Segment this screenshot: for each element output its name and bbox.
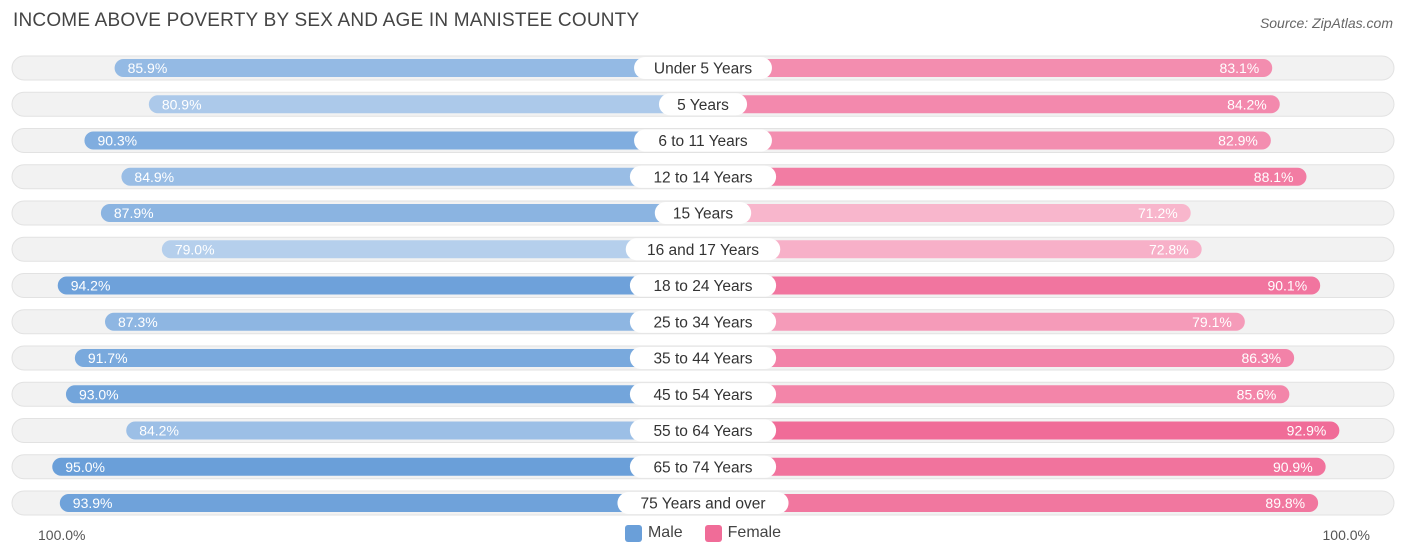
value-label-female: 88.1% — [1254, 169, 1294, 185]
value-label-female: 83.1% — [1220, 60, 1260, 76]
category-label: 55 to 64 Years — [653, 423, 752, 440]
category-pill — [629, 455, 777, 478]
value-label-female: 90.9% — [1273, 459, 1313, 475]
chart-title: INCOME ABOVE POVERTY BY SEX AND AGE IN M… — [13, 10, 640, 31]
value-label-female: 79.1% — [1192, 314, 1232, 330]
legend-swatch-female — [704, 524, 722, 542]
category-pill — [654, 202, 752, 224]
value-label-female: 71.2% — [1138, 205, 1178, 221]
category-pill — [634, 129, 772, 152]
value-label-female: 89.8% — [1265, 495, 1305, 511]
category-label: 18 to 24 Years — [653, 278, 752, 295]
value-label-female: 92.9% — [1287, 423, 1327, 439]
value-label-female: 84.2% — [1227, 96, 1267, 112]
value-label-male: 90.3% — [97, 133, 137, 149]
bar-male — [59, 494, 704, 512]
bar-male — [126, 421, 704, 440]
bar-male — [114, 59, 703, 77]
axis-left-label: 100.0% — [38, 527, 86, 543]
bar-female — [703, 276, 1321, 295]
bar-female — [703, 95, 1280, 114]
category-label: 25 to 34 Years — [653, 314, 752, 331]
bar-male — [148, 95, 703, 114]
bar-female — [703, 312, 1245, 331]
category-label: 5 Years — [677, 97, 729, 114]
legend-swatch-male — [624, 524, 642, 542]
value-label-male: 80.9% — [162, 96, 202, 112]
value-label-female: 85.6% — [1237, 386, 1277, 402]
value-label-male: 87.3% — [118, 314, 158, 330]
value-label-male: 87.9% — [114, 205, 154, 221]
axis-right-label: 100.0% — [1322, 527, 1370, 543]
legend-item-male: Male — [624, 524, 683, 542]
bar-male — [65, 385, 703, 404]
bar-male — [52, 457, 703, 476]
value-label-female: 90.1% — [1267, 278, 1307, 294]
category-label: 35 to 44 Years — [653, 351, 752, 368]
value-label-female: 86.3% — [1241, 350, 1281, 366]
category-pill — [625, 238, 781, 261]
bar-female — [703, 59, 1273, 77]
category-pill — [617, 492, 789, 514]
value-label-male: 84.2% — [139, 423, 179, 439]
value-label-male: 91.7% — [88, 350, 128, 366]
category-pill — [629, 274, 777, 297]
bar-male — [84, 131, 703, 150]
bar-female — [703, 457, 1326, 476]
bar-female — [703, 240, 1202, 259]
category-pill — [629, 165, 777, 188]
category-pill — [629, 310, 777, 333]
bar-female — [703, 131, 1271, 150]
bar-male — [121, 167, 703, 186]
category-label: Under 5 Years — [654, 61, 752, 78]
category-label: 45 to 54 Years — [653, 387, 752, 404]
bar-male — [100, 204, 703, 222]
value-label-male: 79.0% — [175, 241, 215, 257]
category-label: 15 Years — [673, 206, 734, 223]
legend: Male Female — [0, 524, 1406, 542]
category-pill — [629, 419, 777, 442]
bar-male — [57, 276, 704, 295]
source-label: Source: ZipAtlas.com — [1259, 15, 1393, 31]
category-label: 12 to 14 Years — [653, 169, 752, 186]
bar-female — [703, 349, 1295, 367]
value-label-male: 94.2% — [71, 278, 111, 294]
value-label-male: 84.9% — [134, 169, 174, 185]
bar-female — [703, 494, 1319, 512]
bar-female — [703, 385, 1290, 404]
bar-female — [703, 204, 1191, 222]
legend-label-female: Female — [727, 524, 782, 541]
value-label-male: 85.9% — [128, 60, 168, 76]
bar-male — [161, 240, 704, 259]
value-label-male: 95.0% — [65, 459, 105, 475]
legend-label-male: Male — [647, 524, 683, 541]
bar-female — [703, 167, 1307, 186]
value-label-female: 82.9% — [1218, 133, 1258, 149]
bar-male — [104, 312, 704, 331]
category-label: 16 and 17 Years — [647, 242, 759, 259]
value-label-female: 72.8% — [1149, 241, 1189, 257]
bar-female — [703, 421, 1340, 440]
bar-male — [74, 349, 704, 367]
diverging-bar-chart: 85.9% 83.1% Under 5 Years 80.9% 84.2% 5 Years… — [11, 55, 1395, 516]
category-pill — [629, 383, 777, 406]
category-pill — [634, 57, 772, 79]
value-label-male: 93.9% — [73, 495, 113, 511]
category-label: 65 to 74 Years — [653, 459, 752, 476]
category-label: 6 to 11 Years — [658, 133, 748, 150]
category-pill — [658, 93, 748, 116]
category-pill — [629, 347, 777, 369]
category-label: 75 Years and over — [641, 496, 766, 513]
value-label-male: 93.0% — [79, 386, 119, 402]
legend-item-female: Female — [704, 524, 782, 542]
